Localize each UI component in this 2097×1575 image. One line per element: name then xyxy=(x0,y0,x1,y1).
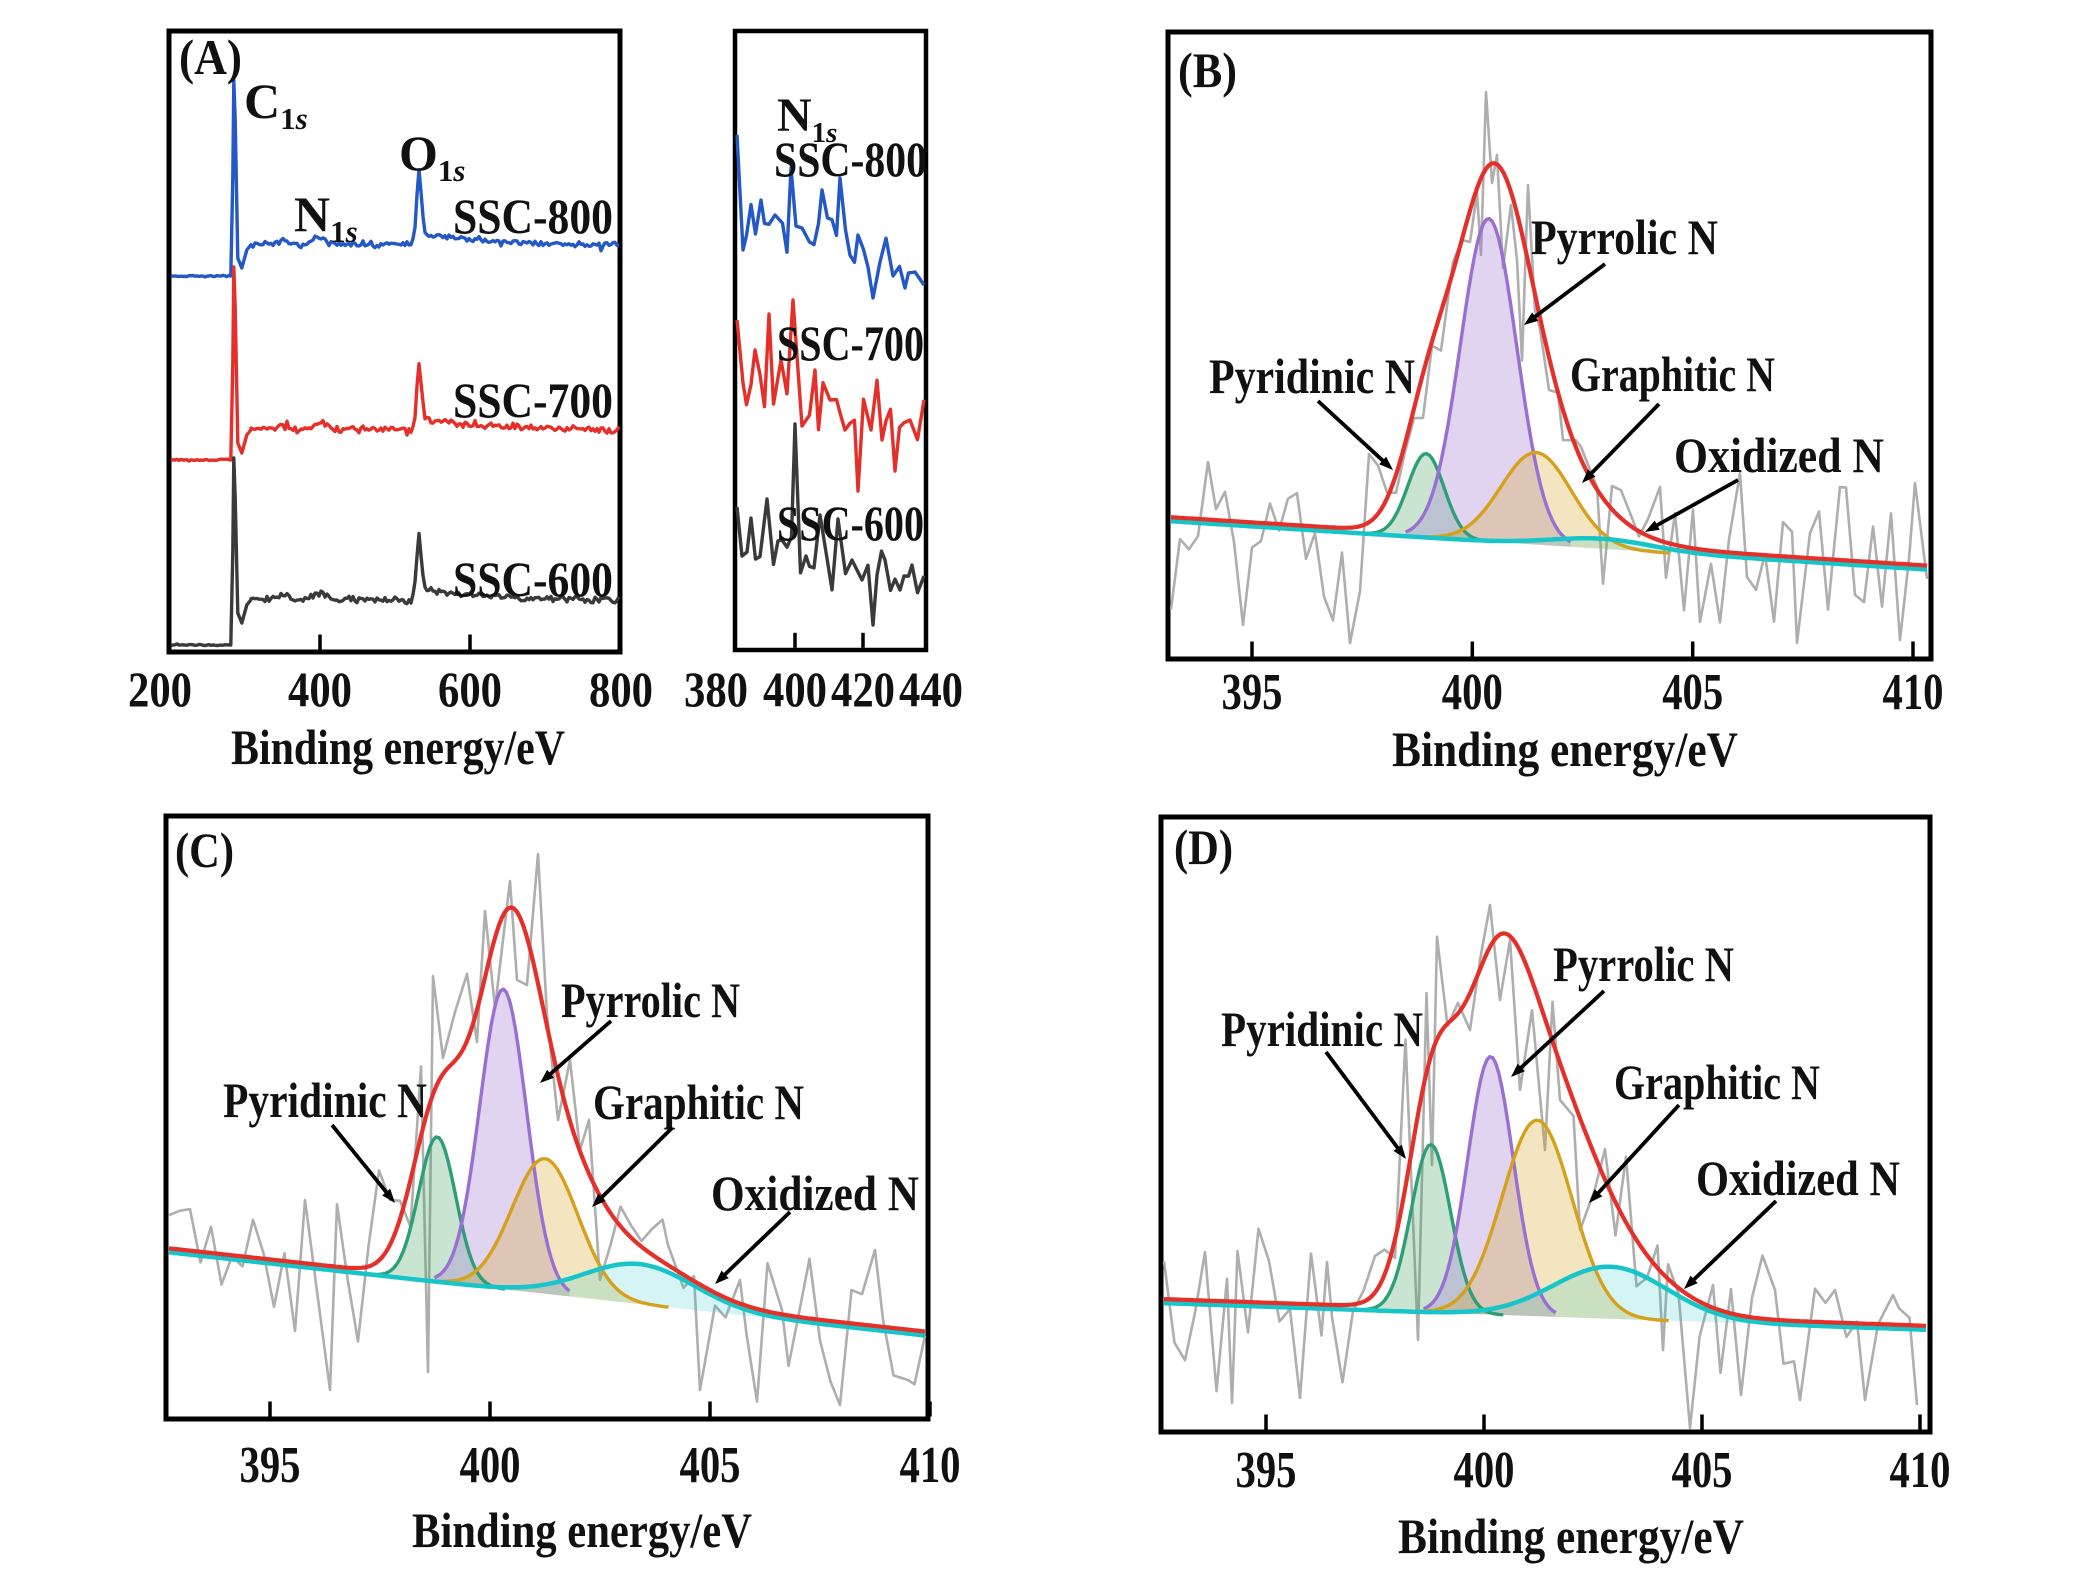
svg-text:Pyridinic N: Pyridinic N xyxy=(1209,348,1415,404)
svg-text:395: 395 xyxy=(1222,664,1283,721)
svg-text:410: 410 xyxy=(1890,1442,1951,1499)
svg-text:Pyridinic N: Pyridinic N xyxy=(1221,1001,1423,1057)
svg-text:405: 405 xyxy=(1662,664,1723,721)
svg-text:200: 200 xyxy=(128,661,192,717)
svg-text:Binding energy/eV: Binding energy/eV xyxy=(1392,721,1738,777)
svg-text:380: 380 xyxy=(684,661,748,717)
svg-text:410: 410 xyxy=(1883,664,1944,721)
svg-text:Pyrrolic N: Pyrrolic N xyxy=(561,972,740,1028)
svg-text:440: 440 xyxy=(899,661,963,717)
svg-text:(B): (B) xyxy=(1178,42,1237,98)
svg-text:420: 420 xyxy=(831,661,895,717)
svg-text:Pyrrolic N: Pyrrolic N xyxy=(1531,209,1718,265)
svg-text:Graphitic N: Graphitic N xyxy=(1570,346,1775,402)
svg-text:SSC-700: SSC-700 xyxy=(453,372,613,428)
svg-text:SSC-600: SSC-600 xyxy=(777,495,924,551)
svg-text:Binding energy/eV: Binding energy/eV xyxy=(231,719,565,775)
svg-text:Pyrrolic N: Pyrrolic N xyxy=(1553,936,1734,992)
svg-text:400: 400 xyxy=(288,661,352,717)
svg-text:(D): (D) xyxy=(1174,819,1233,875)
svg-text:(A): (A) xyxy=(179,29,242,85)
svg-text:Binding energy/eV: Binding energy/eV xyxy=(412,1502,752,1558)
svg-text:400: 400 xyxy=(763,661,827,717)
svg-text:SSC-800: SSC-800 xyxy=(774,131,927,187)
svg-text:400: 400 xyxy=(1442,664,1503,721)
svg-text:Graphitic N: Graphitic N xyxy=(1614,1054,1820,1110)
svg-text:400: 400 xyxy=(1454,1442,1515,1499)
svg-text:Oxidized N: Oxidized N xyxy=(711,1165,919,1221)
svg-text:400: 400 xyxy=(460,1437,521,1494)
svg-text:410: 410 xyxy=(900,1437,961,1494)
svg-text:395: 395 xyxy=(240,1437,301,1494)
svg-text:Oxidized N: Oxidized N xyxy=(1696,1150,1900,1206)
svg-text:SSC-800: SSC-800 xyxy=(453,188,613,244)
svg-text:SSC-700: SSC-700 xyxy=(777,315,924,371)
svg-text:Graphitic N: Graphitic N xyxy=(593,1074,804,1130)
svg-text:Oxidized N: Oxidized N xyxy=(1674,427,1884,483)
svg-text:405: 405 xyxy=(680,1437,741,1494)
svg-text:600: 600 xyxy=(438,661,502,717)
svg-text:395: 395 xyxy=(1236,1442,1297,1499)
svg-text:800: 800 xyxy=(589,661,653,717)
svg-text:(C): (C) xyxy=(175,822,234,878)
svg-text:405: 405 xyxy=(1672,1442,1733,1499)
svg-text:Binding energy/eV: Binding energy/eV xyxy=(1398,1508,1744,1564)
svg-text:SSC-600: SSC-600 xyxy=(453,551,613,607)
svg-text:Pyridinic N: Pyridinic N xyxy=(223,1072,427,1128)
